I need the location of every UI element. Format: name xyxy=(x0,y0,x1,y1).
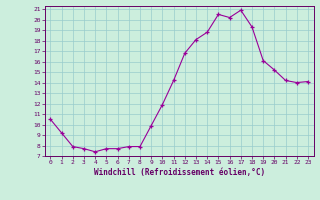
X-axis label: Windchill (Refroidissement éolien,°C): Windchill (Refroidissement éolien,°C) xyxy=(94,168,265,177)
